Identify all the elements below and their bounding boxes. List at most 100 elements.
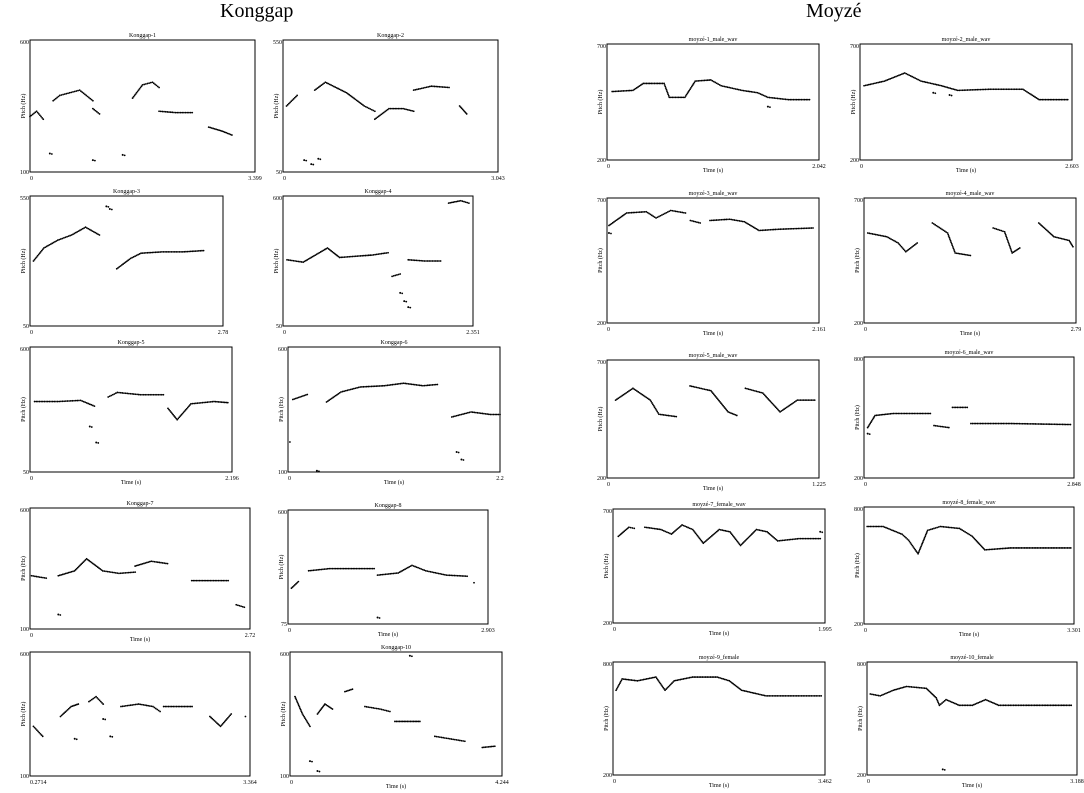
pitch-point bbox=[892, 76, 895, 79]
pitch-point bbox=[489, 413, 492, 416]
pitch-point bbox=[1049, 98, 1052, 101]
pitch-point bbox=[975, 539, 978, 542]
pitch-point bbox=[94, 231, 97, 234]
pitch-point bbox=[188, 705, 190, 708]
pitch-point bbox=[665, 688, 668, 690]
pitch-point bbox=[940, 84, 943, 87]
outlier-point bbox=[315, 469, 318, 472]
pitch-point bbox=[669, 532, 671, 535]
pitch-point bbox=[688, 527, 691, 530]
pitch-point bbox=[663, 82, 666, 85]
pitch-point bbox=[65, 710, 68, 712]
pitch-point bbox=[1060, 704, 1063, 707]
pitch-point bbox=[722, 529, 725, 532]
pitch-point bbox=[944, 426, 947, 429]
pitch-point bbox=[979, 422, 982, 425]
pitch-point bbox=[944, 86, 947, 88]
pitch-point bbox=[921, 412, 924, 415]
pitch-point bbox=[126, 392, 129, 395]
pitch-point bbox=[433, 735, 436, 738]
pitch-point bbox=[95, 565, 98, 568]
pitch-point bbox=[743, 690, 746, 692]
pitch-point bbox=[328, 248, 331, 251]
pitch-point bbox=[632, 89, 634, 92]
pitch-point bbox=[757, 693, 760, 696]
pitch-point bbox=[128, 704, 130, 707]
pitch-point bbox=[631, 527, 634, 529]
pitch-point bbox=[1020, 422, 1022, 425]
chart-title: Konggap-10 bbox=[381, 645, 411, 651]
pitch-point bbox=[703, 388, 706, 391]
pitch-point bbox=[497, 413, 500, 416]
pitch-point bbox=[952, 526, 954, 529]
pitch-point bbox=[981, 422, 984, 425]
pitch-point bbox=[782, 695, 785, 697]
pitch-point bbox=[302, 261, 305, 264]
pitch-point bbox=[33, 575, 36, 578]
pitch-point bbox=[215, 579, 218, 582]
pitch-point bbox=[872, 417, 875, 420]
pitch-point bbox=[1008, 422, 1011, 425]
pitch-point bbox=[347, 567, 350, 570]
pitch-point bbox=[440, 573, 443, 576]
pitch-point bbox=[915, 550, 918, 552]
pitch-point bbox=[373, 110, 376, 113]
pitch-point bbox=[987, 700, 990, 702]
pitch-point bbox=[968, 704, 971, 707]
pitch-point bbox=[659, 682, 662, 685]
pitch-point bbox=[1045, 423, 1048, 426]
pitch-point bbox=[1015, 249, 1017, 252]
pitch-point bbox=[425, 86, 428, 89]
pitch-point bbox=[1029, 422, 1032, 425]
plot-frame bbox=[866, 661, 1078, 776]
pitch-point bbox=[661, 529, 664, 532]
pitch-point bbox=[950, 242, 953, 245]
pitch-point bbox=[817, 695, 819, 697]
pitch-point bbox=[694, 80, 697, 83]
pitch-point bbox=[650, 82, 653, 85]
pitch-point bbox=[56, 239, 59, 242]
pitch-point bbox=[228, 133, 230, 135]
pitch-point bbox=[72, 570, 74, 573]
pitch-point bbox=[734, 684, 737, 687]
pitch-point bbox=[370, 385, 373, 388]
pitch-point bbox=[786, 695, 788, 697]
pitch-point bbox=[50, 400, 52, 403]
pitch-point bbox=[895, 688, 898, 691]
pitch-point bbox=[124, 704, 127, 707]
pitch-point bbox=[408, 259, 411, 261]
pitch-point bbox=[766, 229, 769, 231]
pitch-point bbox=[177, 417, 180, 420]
pitch-point bbox=[648, 398, 650, 401]
pitch-point bbox=[706, 539, 708, 541]
y-min-tick-label: 200 bbox=[850, 158, 859, 164]
pitch-point bbox=[397, 107, 400, 110]
pitch-point bbox=[428, 384, 431, 387]
pitch-point bbox=[1013, 88, 1016, 91]
pitch-point bbox=[199, 401, 202, 404]
pitch-point bbox=[224, 719, 227, 722]
pitch-point bbox=[728, 530, 731, 533]
pitch-point bbox=[170, 705, 173, 708]
pitch-point bbox=[74, 568, 77, 571]
pitch-point bbox=[296, 581, 299, 584]
pitch-point bbox=[1025, 704, 1028, 707]
pitch-point bbox=[804, 399, 807, 402]
pitch-point bbox=[882, 235, 885, 238]
pitch-point bbox=[755, 528, 758, 531]
pitch-point bbox=[667, 414, 670, 417]
pitch-point bbox=[947, 526, 950, 529]
pitch-point bbox=[478, 412, 481, 414]
pitch-point bbox=[36, 111, 39, 114]
pitch-point bbox=[181, 412, 184, 415]
pitch-point bbox=[85, 557, 88, 560]
outlier-point bbox=[378, 617, 381, 619]
pitch-point bbox=[883, 80, 886, 83]
pitch-point bbox=[749, 388, 752, 391]
pitch-point bbox=[668, 96, 671, 99]
pitch-point bbox=[1050, 98, 1053, 101]
outlier-point bbox=[57, 613, 60, 616]
pitch-point bbox=[1015, 88, 1018, 91]
pitch-point bbox=[140, 563, 142, 566]
